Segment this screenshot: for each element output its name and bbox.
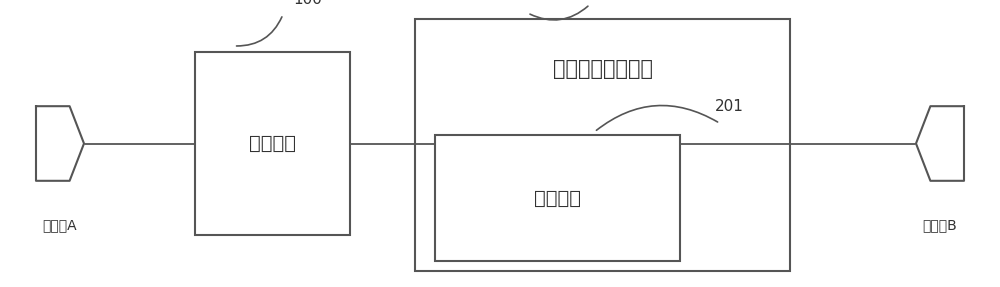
Text: 隔直模块: 隔直模块 [249,134,296,153]
Polygon shape [916,106,964,181]
Text: 晶体端A: 晶体端A [43,218,77,232]
Polygon shape [36,106,84,181]
Bar [195,52,350,235]
Text: 201: 201 [715,99,744,114]
Text: 静态电容抵消模块: 静态电容抵消模块 [552,59,652,79]
Bar [415,19,790,271]
Text: 100: 100 [293,0,322,7]
Text: 晶体端B: 晶体端B [923,218,957,232]
Text: 隔直单元: 隔直单元 [534,189,581,208]
Bar [435,135,680,261]
